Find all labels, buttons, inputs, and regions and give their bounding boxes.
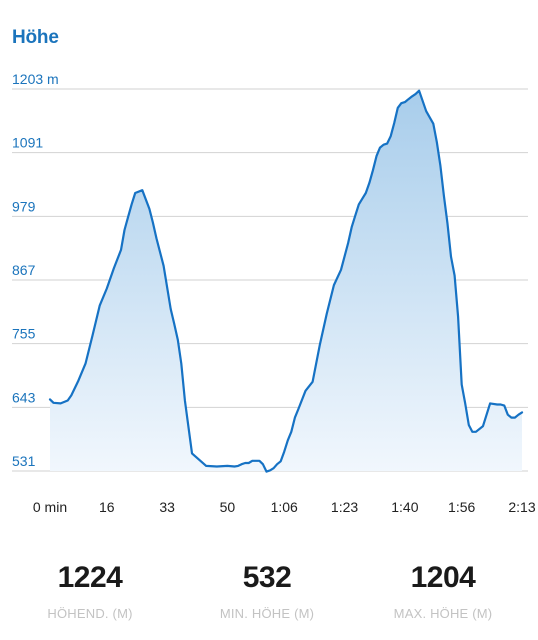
x-tick-label: 0 min	[33, 499, 67, 515]
y-tick-label: 979	[12, 198, 36, 214]
x-tick-label: 16	[99, 499, 115, 515]
x-tick-label: 2:13	[508, 499, 535, 515]
elevation-series-line	[48, 89, 524, 473]
stat-label: HÖHEND. (M)	[47, 606, 133, 621]
y-tick-label: 755	[12, 326, 36, 342]
elevation-chart: 531 643 755 867 979 1091 1203 m 0 min 16 33 50 1:0…	[12, 71, 536, 515]
y-tick-label: 531	[12, 453, 36, 469]
x-tick-label: 50	[220, 499, 236, 515]
x-axis-tick-labels: 0 min 16 33 50 1:06 1:23 1:40 1:56 2:13	[33, 499, 536, 515]
stat-total-ascent: 1224 HÖHEND. (M)	[10, 560, 170, 621]
x-tick-label: 1:23	[331, 499, 358, 515]
stat-value: 1224	[57, 561, 123, 594]
stat-min-elevation: 532 MIN. HÖHE (M)	[187, 560, 347, 621]
y-tick-label: 1091	[12, 135, 43, 151]
elevation-stats: 1224 HÖHEND. (M) 532 MIN. HÖHE (M) 1204 …	[0, 560, 538, 640]
section-title: Höhe	[12, 27, 59, 48]
stat-value: 532	[242, 561, 292, 594]
y-tick-label: 867	[12, 262, 36, 278]
stat-value: 1204	[410, 561, 476, 594]
stat-label: MAX. HÖHE (M)	[393, 606, 493, 621]
x-tick-label: 1:06	[271, 499, 298, 515]
stat-max-elevation: 1204 MAX. HÖHE (M)	[363, 560, 523, 621]
elevation-area-fill	[50, 90, 522, 472]
y-axis-tick-labels: 531 643 755 867 979 1091 1203 m	[12, 71, 59, 469]
x-tick-label: 1:56	[448, 499, 475, 515]
stat-label: MIN. HÖHE (M)	[219, 606, 315, 621]
y-tick-label: 643	[12, 389, 36, 405]
y-tick-label: 1203 m	[12, 71, 59, 87]
x-tick-label: 1:40	[391, 499, 418, 515]
x-tick-label: 33	[159, 499, 175, 515]
